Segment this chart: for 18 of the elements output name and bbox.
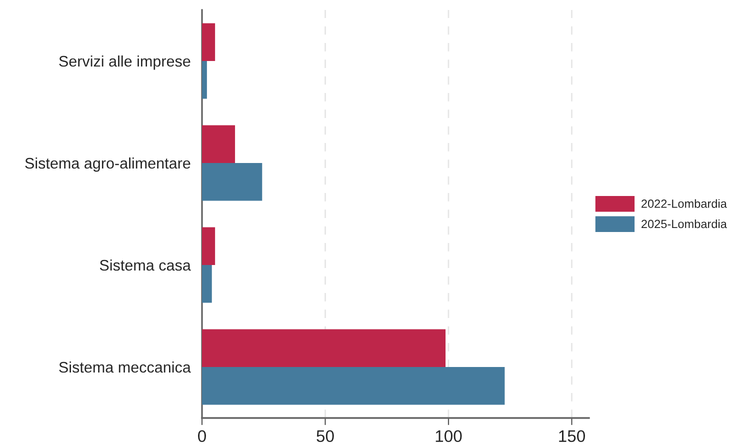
bar	[202, 367, 505, 405]
bar	[202, 163, 262, 201]
bar	[202, 265, 212, 303]
y-tick-label: Sistema casa	[100, 259, 191, 271]
x-tick-label: 100	[436, 430, 462, 442]
y-tick-label: Sistema meccanica	[59, 361, 191, 373]
x-tick-label: 150	[559, 430, 585, 442]
x-tick-label: 50	[316, 430, 334, 442]
legend-label: 2025-Lombardia	[642, 219, 727, 228]
y-tick-label: Servizi alle imprese	[59, 55, 190, 70]
bar	[202, 227, 216, 265]
bar	[202, 125, 236, 163]
bar	[202, 61, 207, 99]
y-tick-label: Sistema agro-alimentare	[25, 157, 190, 172]
bar	[202, 23, 216, 61]
bar	[202, 329, 446, 367]
x-tick-label: 0	[198, 430, 206, 442]
legend-label: 2022-Lombardia	[642, 199, 727, 208]
